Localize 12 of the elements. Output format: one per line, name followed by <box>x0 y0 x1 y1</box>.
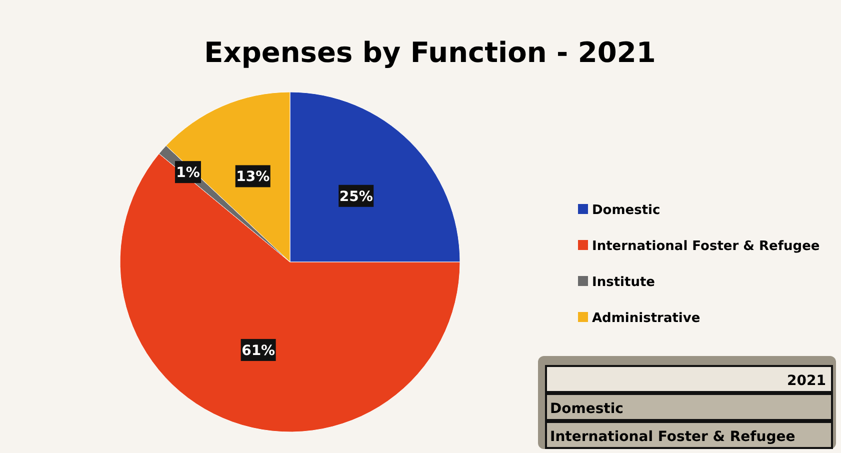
data-label: 13% <box>236 169 270 186</box>
text: 2021 <box>787 373 826 389</box>
text: Domestic <box>550 401 624 417</box>
legend-label: Institute <box>592 275 656 290</box>
legend-label: International Foster & Refugee <box>592 239 820 254</box>
data-label: 25% <box>339 188 373 205</box>
data-label: 61% <box>242 342 276 359</box>
text: International Foster & Refugee <box>550 429 796 445</box>
data-label: 1% <box>176 165 200 182</box>
legend-label: Domestic <box>592 203 660 218</box>
legend-label: Administrative <box>592 311 700 326</box>
chart-title: Expenses by Function - 2021 <box>204 36 656 69</box>
